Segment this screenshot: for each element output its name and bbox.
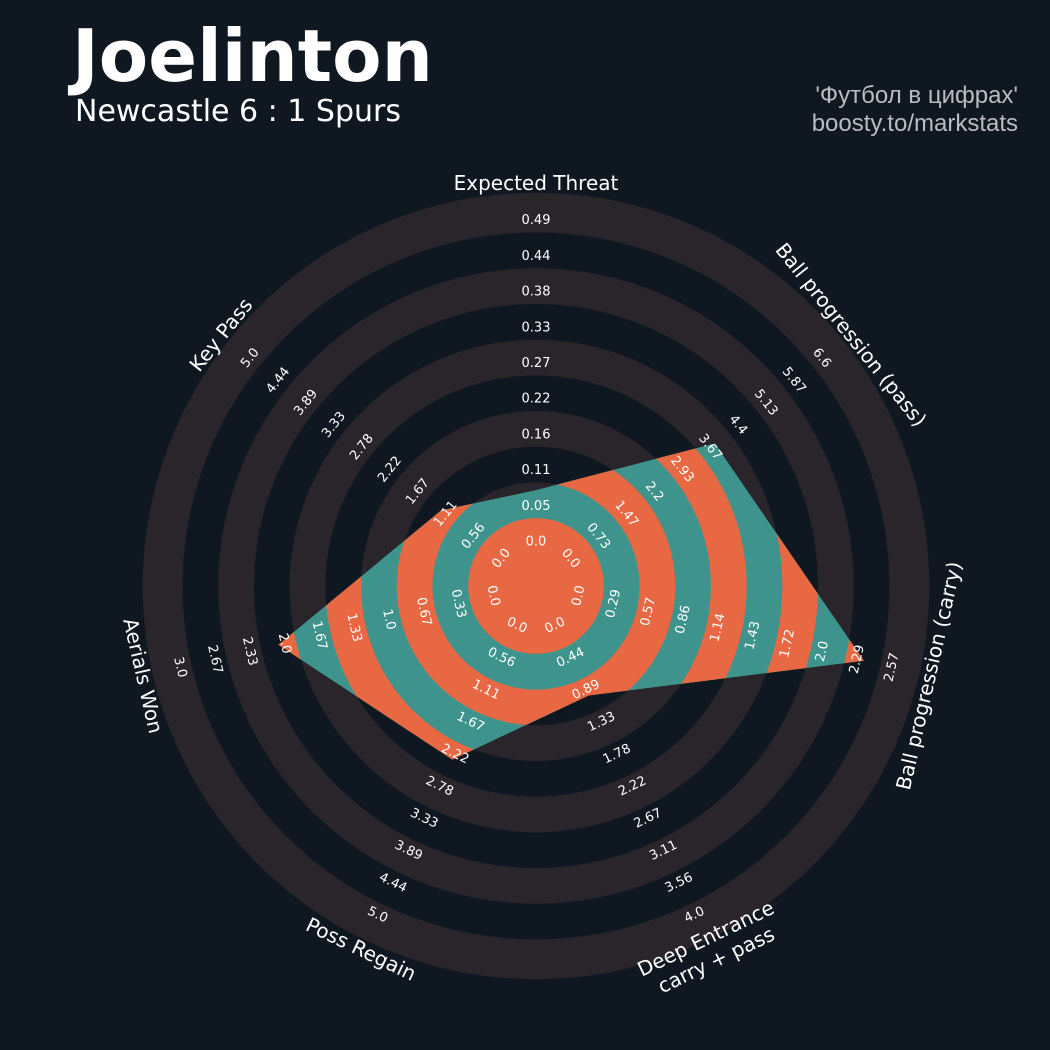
radar-tick-label: 0.33: [522, 320, 551, 335]
radar-tick-label: 0.0: [569, 584, 588, 608]
player-name-title: Joelinton: [72, 14, 433, 98]
radar-tick-label: 0.0: [483, 584, 502, 608]
credit-url: boosty.to/markstats: [811, 110, 1018, 137]
radar-tick-label: 1.14: [708, 612, 729, 644]
radar-tick-label: 0.67: [413, 596, 434, 628]
radar-tick-label: 1.67: [309, 620, 330, 652]
radar-tick-label: 1.72: [777, 628, 798, 660]
radar-tick-label: 0.0: [526, 535, 547, 550]
player-profile-layer: [278, 443, 864, 760]
radar-tick-label: 1.33: [343, 612, 364, 644]
radar-tick-label: 3.0: [170, 656, 189, 680]
radar-tick-label: 2.0: [813, 640, 832, 664]
radar-tick-label: 0.05: [522, 499, 551, 514]
radar-tick-label: 0.38: [522, 285, 551, 300]
radar-tick-label: 2.57: [882, 652, 903, 684]
credit-project-name: 'Футбол в цифрах': [815, 82, 1018, 109]
radar-tick-label: 0.11: [522, 463, 551, 478]
radar-tick-label: 0.16: [522, 427, 551, 442]
highlight-ring-band: [468, 518, 604, 654]
radar-tick-label: 1.0: [379, 608, 398, 632]
radar-tick-label: 0.29: [603, 588, 624, 620]
radar-tick-label: 2.29: [847, 644, 868, 676]
radar-tick-label: 0.57: [638, 596, 659, 628]
radar-tick-label: 2.33: [239, 636, 260, 668]
radar-tick-label: 2.0: [275, 632, 294, 656]
match-score-subtitle: Newcastle 6 : 1 Spurs: [75, 94, 401, 129]
radar-axis-label: Expected Threat: [454, 171, 619, 195]
radar-tick-label: 0.27: [522, 356, 551, 371]
radar-tick-label: 0.33: [448, 588, 469, 620]
radar-tick-label: 0.22: [522, 392, 551, 407]
radar-tick-label: 0.86: [673, 604, 694, 636]
radar-tick-label: 1.43: [742, 620, 763, 652]
radar-tick-label: 2.67: [204, 644, 225, 676]
radar-tick-label: 0.44: [522, 249, 551, 264]
player-profile-highlight: [278, 443, 864, 760]
radar-tick-label: 0.49: [522, 213, 551, 228]
